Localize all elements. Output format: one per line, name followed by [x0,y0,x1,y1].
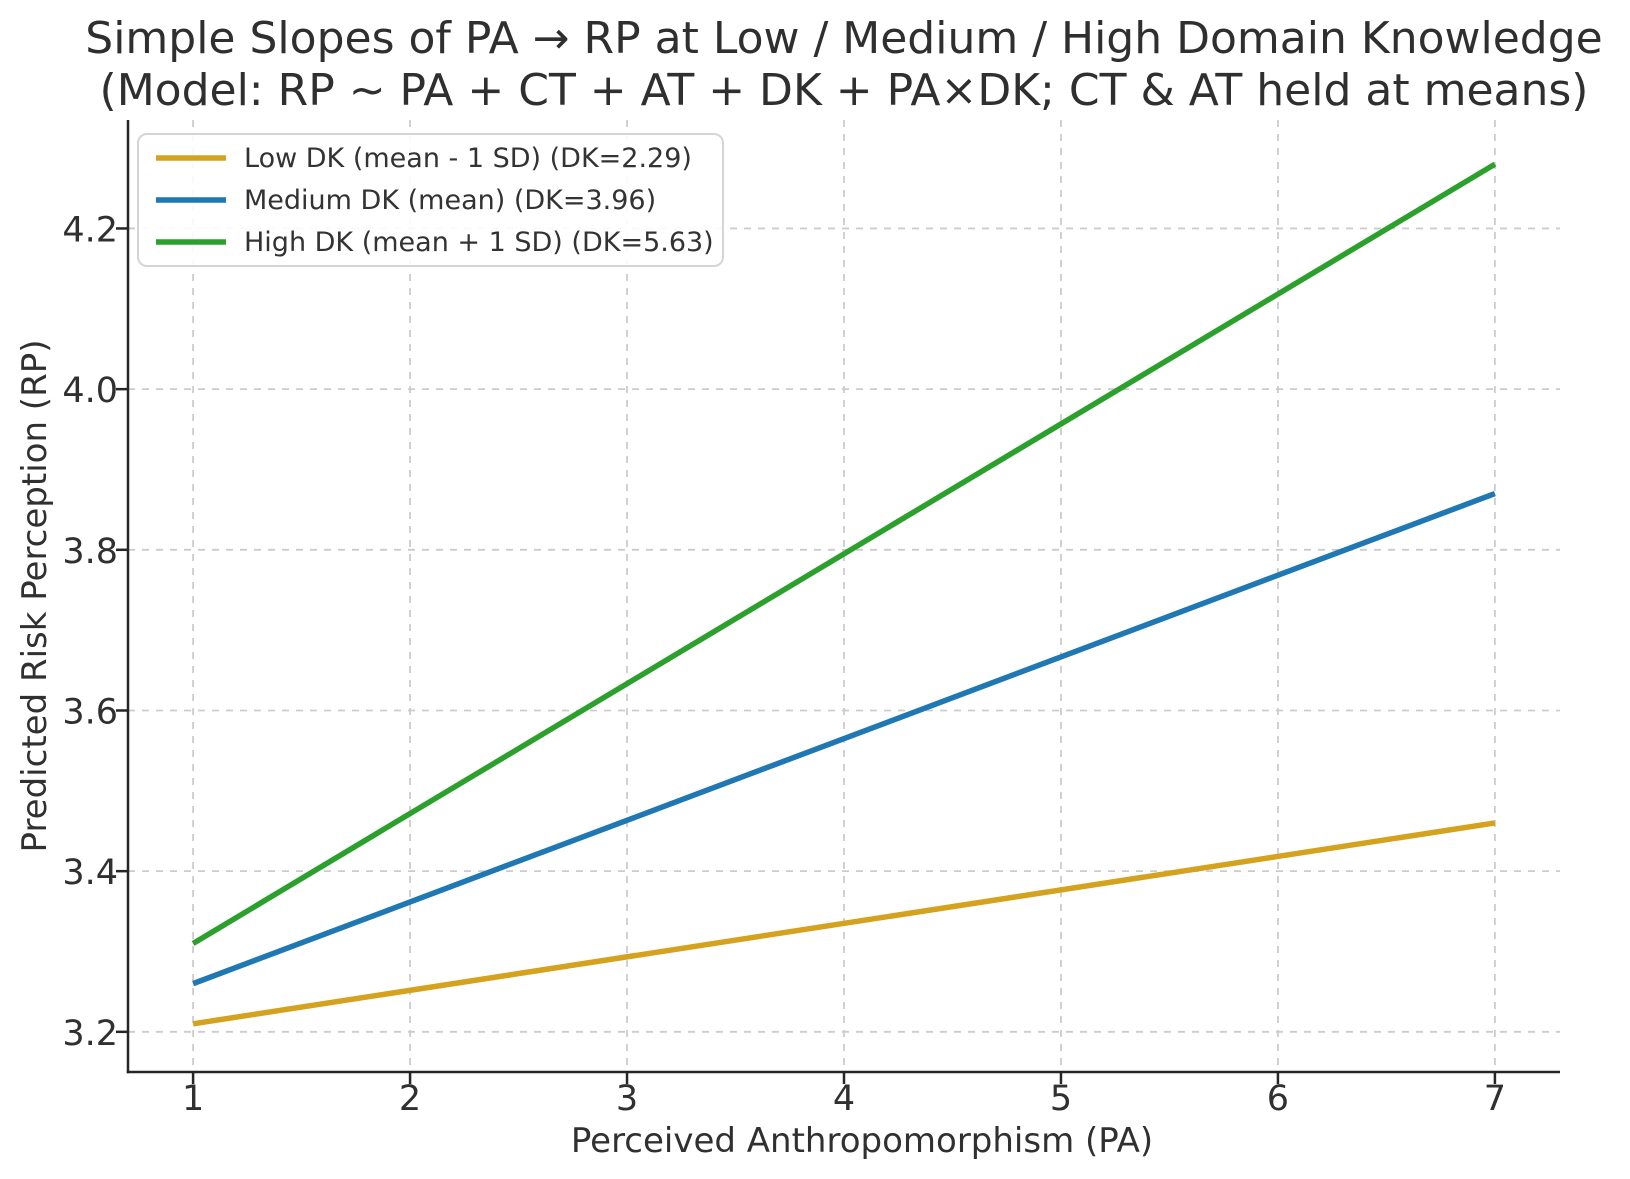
x-tick-label: 4 [833,1079,855,1119]
x-tick-label: 6 [1267,1079,1289,1119]
x-tick-label: 7 [1484,1079,1506,1119]
chart-title: Simple Slopes of PA → RP at Low / Medium… [85,13,1602,64]
x-tick-labels: 1 2 3 4 5 6 7 [182,1079,1506,1119]
legend: Low DK (mean - 1 SD) (DK=2.29) Medium DK… [137,133,724,267]
x-tick-label: 1 [182,1079,204,1119]
y-axis-label: Predicted Risk Perception (RP) [15,340,55,853]
axis-ticks [116,227,1497,1084]
legend-label-high-dk: High DK (mean + 1 SD) (DK=5.63) [244,227,714,258]
y-tick-labels: 3.2 3.4 3.6 3.8 4.0 4.2 [62,210,118,1053]
x-axis-label: Perceived Anthropomorphism (PA) [571,1121,1153,1161]
legend-label-low-dk: Low DK (mean - 1 SD) (DK=2.29) [244,143,692,174]
y-tick-label: 4.0 [62,371,118,411]
chart-subtitle: (Model: RP ~ PA + CT + AT + DK + PA×DK; … [100,65,1589,116]
y-tick-label: 3.8 [62,532,118,572]
x-tick-label: 3 [616,1079,638,1119]
y-tick-label: 4.2 [62,210,118,250]
y-tick-label: 3.4 [62,853,118,893]
y-tick-label: 3.2 [62,1014,118,1054]
legend-box [137,133,724,267]
legend-label-medium-dk: Medium DK (mean) (DK=3.96) [244,185,656,216]
x-tick-label: 5 [1050,1079,1072,1119]
y-tick-label: 3.6 [62,692,118,732]
data-lines [191,161,1497,1027]
x-tick-label: 2 [399,1079,421,1119]
